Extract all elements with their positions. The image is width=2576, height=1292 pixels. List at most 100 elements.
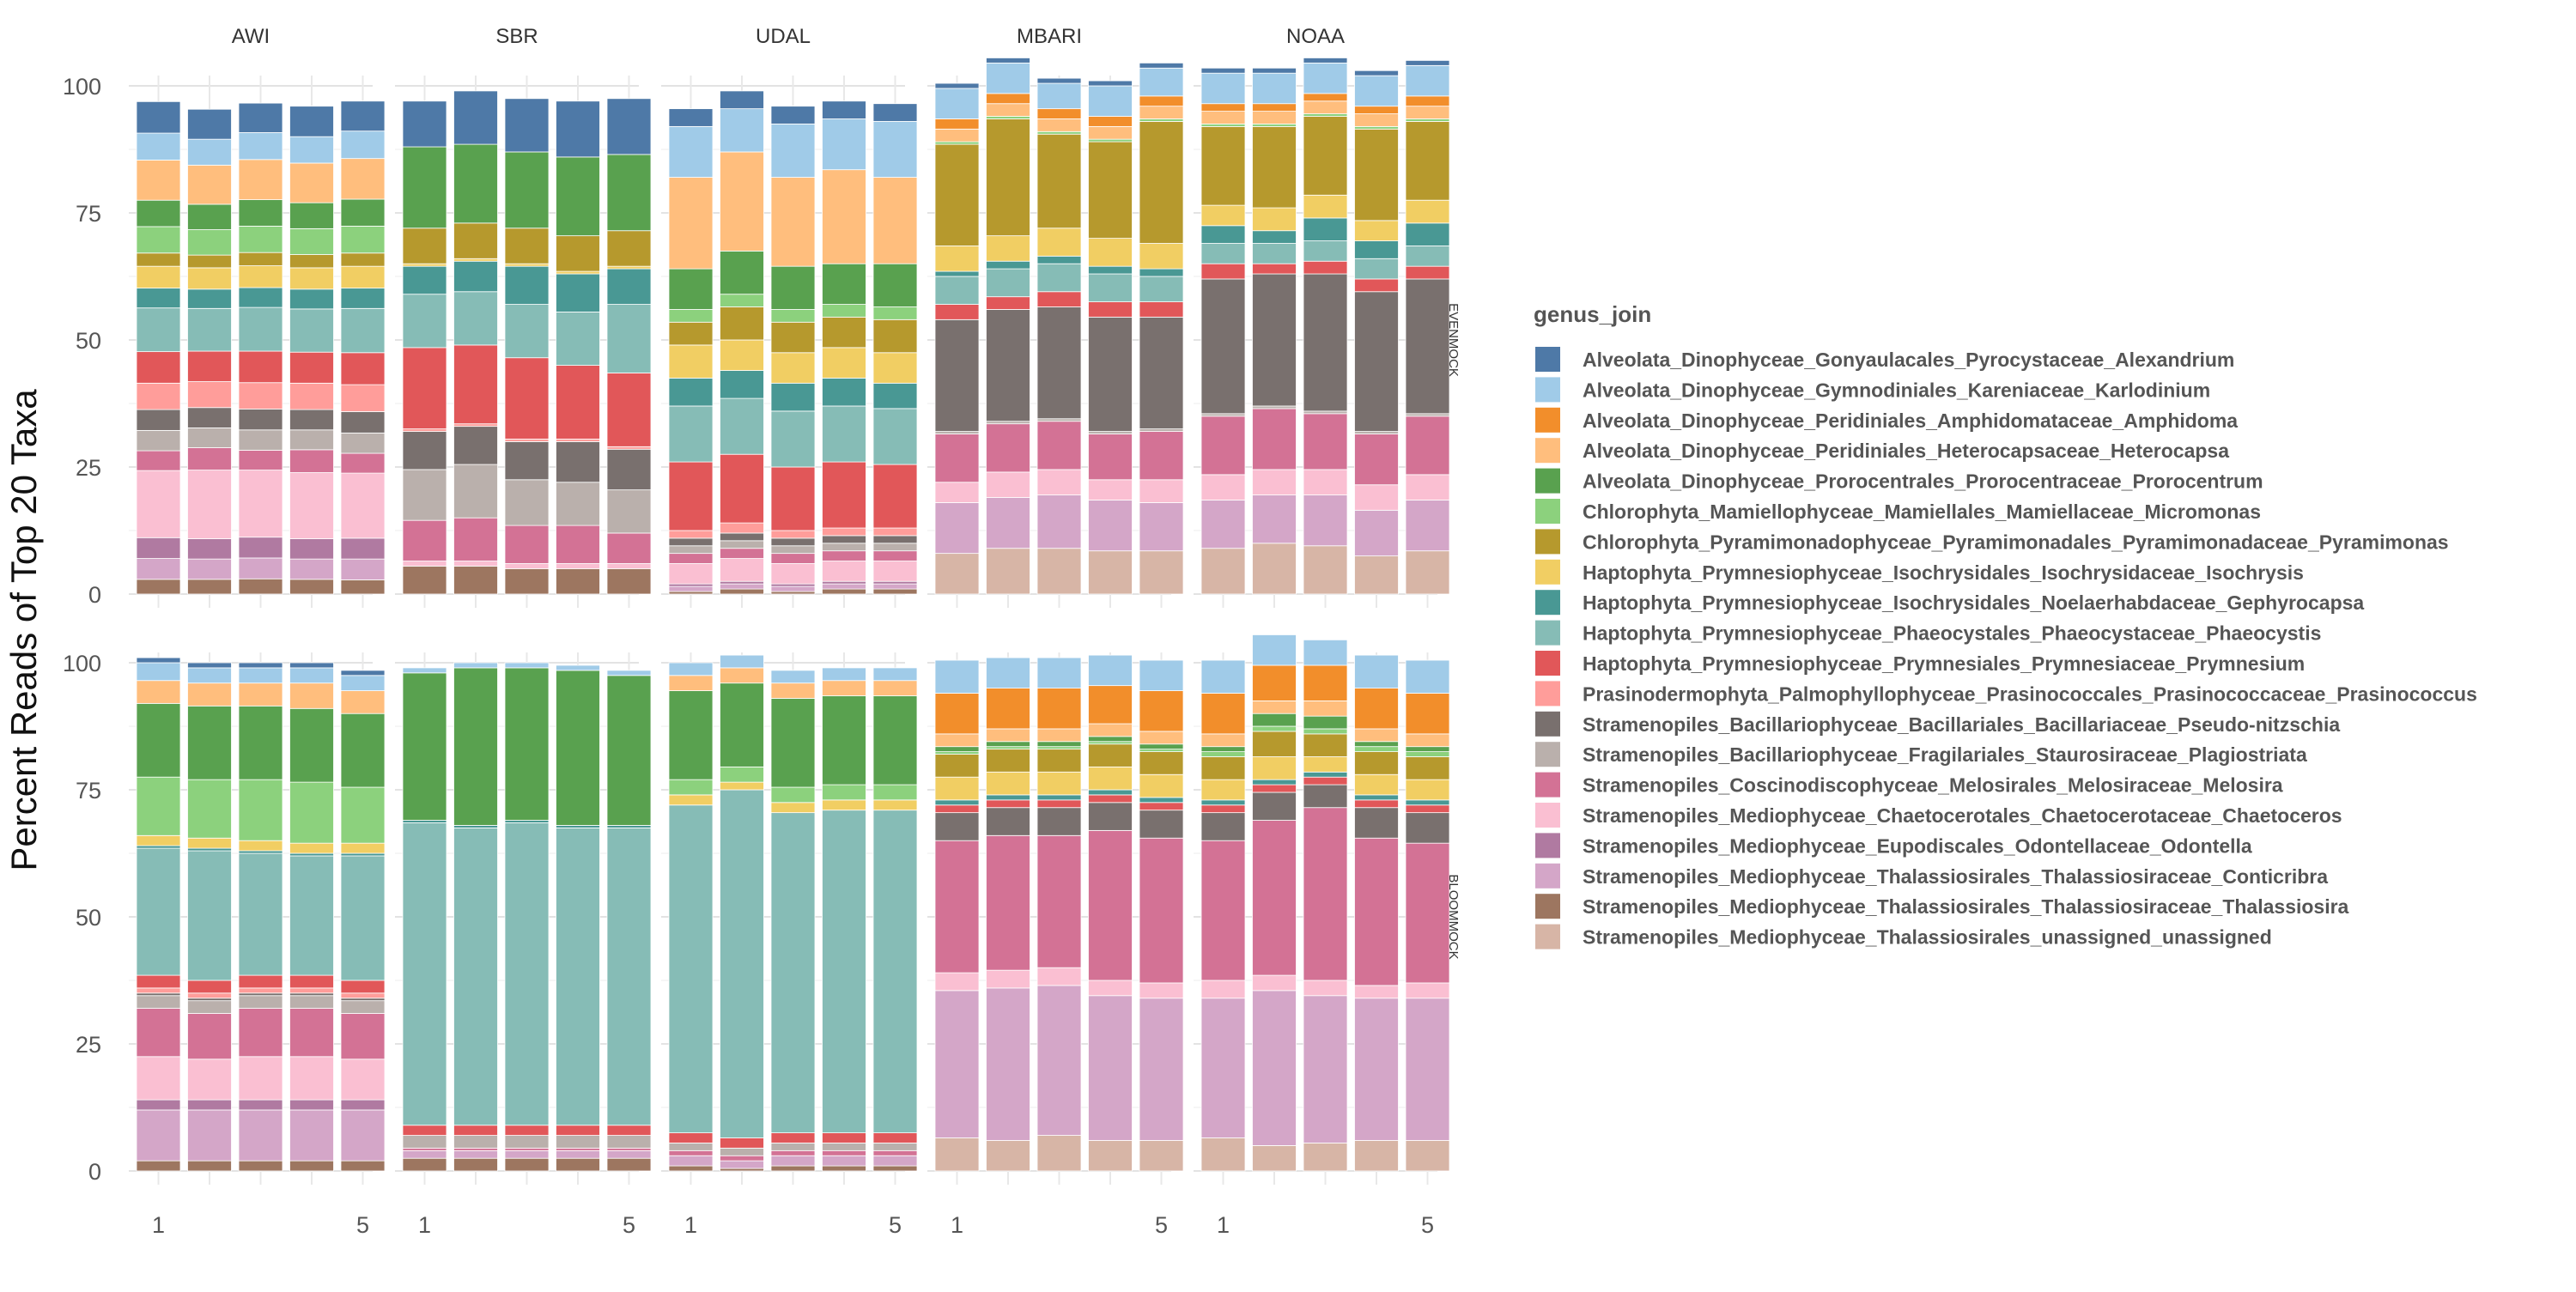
bar-segment-gephyrocapsa-udal-2: [720, 370, 764, 399]
bar-segment-karlodinium-sbr-4: [556, 664, 600, 671]
bar-segment-heterocapsa-awi-5: [340, 158, 386, 200]
bar-segment-prymnesium-awi-3: [238, 350, 283, 384]
bar-segment-prymnesium-awi-1: [136, 974, 181, 989]
bar-segment-melosira-awi-4: [289, 449, 334, 473]
bar-segment-micromonas-noaa-3: [1303, 113, 1348, 117]
bar-segment-prasinococcus-sbr-4: [556, 439, 600, 442]
bar-segment-prorocentrum-udal-5: [872, 263, 918, 307]
bar-segment-chaetoceros-noaa-1: [1200, 980, 1246, 999]
bar-segment-prorocentrum-awi-4: [289, 202, 334, 229]
bar-segment-thalassiosira-udal-2: [720, 588, 764, 595]
bar-segment-amphidoma-noaa-2: [1252, 664, 1297, 701]
bar-segment-isochrysis-udal-5: [872, 799, 918, 811]
bar-segment-heterocapsa-awi-1: [136, 680, 181, 704]
bar-segment-thalassiosira-awi-4: [289, 579, 334, 595]
bar-segment-prymnesium-sbr-5: [606, 1125, 652, 1136]
bar-segment-thalassiosira-awi-3: [238, 1160, 283, 1172]
y-tick-label: 100: [63, 651, 101, 676]
panel-bloommock-mbari: [927, 652, 1184, 1185]
bar-segment-prorocentrum-awi-1: [136, 199, 181, 227]
bar-segment-chaetoceros-noaa-3: [1303, 469, 1348, 495]
bar-segment-amphidoma-mbari-5: [1139, 690, 1184, 732]
bar-segment-melosira-sbr-5: [606, 1147, 652, 1151]
bar-segment-karlodinium-noaa-2: [1252, 72, 1297, 105]
bar-segment-chaetoceros-awi-3: [238, 1056, 283, 1101]
bar-segment-prorocentrum-sbr-2: [453, 667, 498, 826]
bar-segment-chaetoceros-awi-5: [340, 1058, 386, 1101]
bar-segment-prymnesium-awi-2: [187, 980, 232, 994]
bar-segment-karlodinium-awi-4: [289, 136, 334, 164]
bar-segment-prymnesium-noaa-4: [1354, 799, 1399, 809]
bar-segment-isochrysis-mbari-2: [986, 771, 1030, 796]
bar-segment-phaeocystis-sbr-4: [556, 312, 600, 367]
bar-segment-melosira-noaa-3: [1303, 807, 1348, 981]
bar-segment-heterocapsa-mbari-3: [1036, 728, 1082, 743]
bar-segment-isochrysis-udal-4: [822, 347, 866, 379]
bar-segment-unassigned-mbari-5: [1139, 1140, 1184, 1172]
bar-segment-thalassiosira-awi-1: [136, 1160, 181, 1172]
x-tick-label: 1: [951, 1212, 963, 1238]
bar-segment-prymnesium-udal-5: [872, 464, 918, 529]
bar-segment-melosira-sbr-5: [606, 532, 652, 564]
bar-segment-pyramimonas-noaa-5: [1405, 121, 1450, 201]
bar-segment-prasinococcus-awi-2: [187, 381, 232, 409]
bar-segment-micromonas-udal-1: [668, 309, 714, 323]
bar-segment-pyramimonas-mbari-2: [986, 749, 1030, 773]
legend-label-conticribra: Stramenopiles_Mediophyceae_Thalassiosira…: [1583, 865, 2328, 888]
bar-segment-melosira-sbr-3: [504, 1147, 550, 1151]
panel-evenmock-sbr: [395, 76, 652, 608]
bar-segment-micromonas-mbari-2: [986, 746, 1030, 750]
legend-label-prorocentrum: Alveolata_Dinophyceae_Prorocentrales_Pro…: [1583, 470, 2263, 493]
bar-segment-isochrysis-awi-5: [340, 842, 386, 854]
bar-segment-chaetoceros-noaa-4: [1354, 985, 1399, 999]
bar-segment-karlodinium-udal-3: [770, 123, 816, 178]
bar-segment-chaetoceros-mbari-1: [934, 482, 980, 503]
bar-segment-gephyrocapsa-mbari-1: [934, 270, 980, 277]
bar-segment-phaeocystis-noaa-2: [1252, 243, 1297, 264]
bar-segment-alexandrium-noaa-3: [1303, 58, 1348, 64]
legend-swatch-pseudo-nitzschia: [1535, 711, 1560, 737]
bar-segment-isochrysis-mbari-4: [1088, 238, 1133, 267]
bar-segment-gephyrocapsa-awi-1: [136, 845, 181, 849]
bar-segment-gephyrocapsa-awi-5: [340, 852, 386, 857]
bar-segment-prymnesium-sbr-1: [402, 347, 447, 430]
bar-segment-gephyrocapsa-awi-4: [289, 852, 334, 857]
bar-segment-isochrysis-noaa-4: [1354, 220, 1399, 241]
bar-segment-prasinococcus-awi-1: [136, 382, 181, 410]
bar-segment-plagiostriata-awi-2: [187, 1000, 232, 1014]
y-tick-label: 100: [63, 74, 101, 100]
bar-segment-pyramimonas-noaa-3: [1303, 733, 1348, 757]
bar-segment-conticribra-noaa-2: [1252, 990, 1297, 1146]
bar-segment-pseudo-nitzschia-awi-1: [136, 992, 181, 997]
bar-segment-conticribra-noaa-4: [1354, 998, 1399, 1141]
bar-segment-conticribra-awi-5: [340, 1109, 386, 1162]
legend-swatch-chaetoceros: [1535, 803, 1560, 828]
bar-segment-heterocapsa-noaa-5: [1405, 106, 1450, 119]
bar-segment-unassigned-noaa-1: [1200, 1137, 1246, 1172]
bar-segment-prorocentrum-sbr-4: [556, 156, 600, 237]
bar-segment-gephyrocapsa-sbr-1: [402, 265, 447, 295]
y-tick-label: 50: [76, 328, 101, 354]
y-tick-label: 25: [76, 455, 101, 481]
bar-segment-conticribra-udal-1: [668, 585, 714, 592]
bar-segment-heterocapsa-mbari-5: [1139, 731, 1184, 745]
bar-segment-isochrysis-awi-2: [187, 837, 232, 849]
bar-segment-odontella-udal-5: [872, 580, 918, 585]
bar-segment-micromonas-awi-5: [340, 225, 386, 254]
bar-segment-pyramimonas-noaa-1: [1200, 125, 1246, 206]
bar-segment-conticribra-sbr-5: [606, 1149, 652, 1159]
legend-label-heterocapsa: Alveolata_Dinophyceae_Peridiniales_Heter…: [1583, 440, 2229, 462]
legend-swatch-prasinococcus: [1535, 681, 1560, 707]
bar-segment-prorocentrum-sbr-1: [402, 146, 447, 229]
bar-segment-prasinococcus-sbr-2: [453, 423, 498, 428]
bar-segment-phaeocystis-sbr-5: [606, 304, 652, 373]
bar-segment-micromonas-noaa-5: [1405, 118, 1450, 122]
bar-segment-chaetoceros-mbari-1: [934, 972, 980, 992]
bar-segment-melosira-noaa-4: [1354, 434, 1399, 486]
bar-segment-prasinococcus-udal-2: [720, 522, 764, 534]
bar-segment-thalassiosira-sbr-3: [504, 1157, 550, 1172]
bar-segment-thalassiosira-udal-3: [770, 591, 816, 595]
bar-segment-conticribra-sbr-1: [402, 1149, 447, 1159]
legend-label-pseudo-nitzschia: Stramenopiles_Bacillariophyceae_Bacillar…: [1583, 713, 2340, 736]
